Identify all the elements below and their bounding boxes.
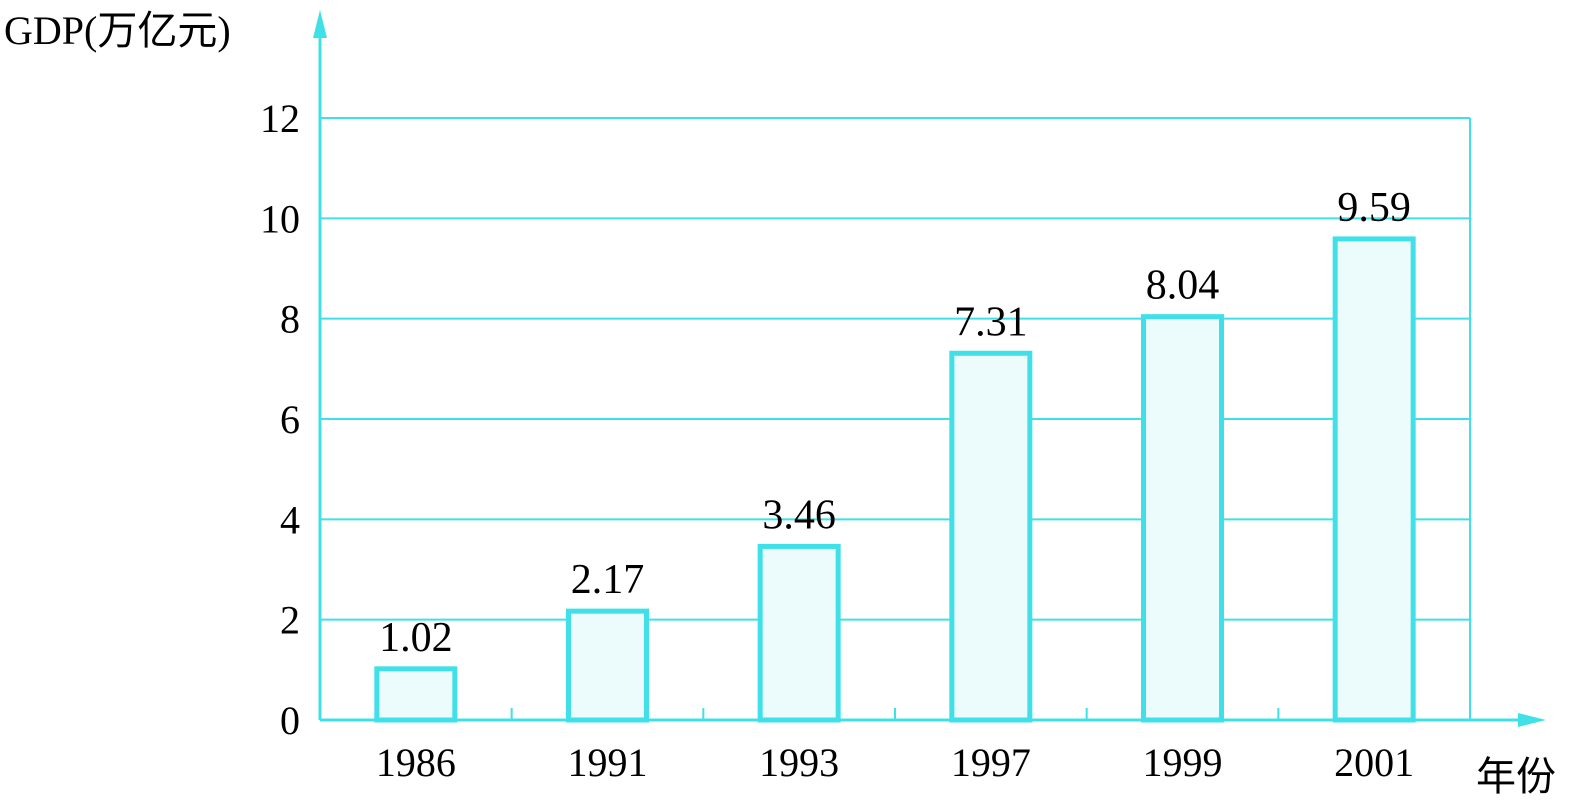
bar-1986 — [374, 666, 458, 723]
x-tick-label-1997: 1997 — [951, 740, 1031, 785]
x-tick-label-2001: 2001 — [1334, 740, 1414, 785]
y-axis-arrow — [313, 10, 327, 38]
bar-1991 — [566, 608, 649, 723]
data-label-1997: 7.31 — [954, 299, 1028, 345]
x-tick-label-1986: 1986 — [376, 740, 456, 785]
x-tick-label-1991: 1991 — [568, 740, 648, 785]
bars — [374, 236, 1416, 723]
y-tick-label: 6 — [280, 397, 300, 442]
y-tick-label: 10 — [260, 196, 300, 241]
y-tick-label: 2 — [280, 598, 300, 643]
axes — [313, 10, 1546, 727]
data-label-1993: 3.46 — [762, 492, 836, 538]
y-tick-label: 8 — [280, 297, 300, 342]
grid-lines — [320, 117, 1471, 720]
x-axis-arrow — [1518, 713, 1546, 727]
y-tick-label: 12 — [260, 96, 300, 141]
y-tick-label: 0 — [280, 698, 300, 743]
data-label-1986: 1.02 — [379, 615, 453, 661]
x-axis-title: 年份 — [1476, 754, 1556, 799]
bar-1999 — [1141, 314, 1224, 723]
x-tick-label-1999: 1999 — [1143, 740, 1223, 785]
data-label-1991: 2.17 — [571, 557, 645, 603]
bar-1993 — [757, 543, 841, 723]
x-tick-label-1993: 1993 — [759, 740, 839, 785]
labels: 0 2 4 6 8 10 12 1.02 1986 2.17 1991 3.46 1993 7.31 199… — [260, 96, 1414, 785]
y-tick-label: 4 — [280, 497, 300, 542]
data-label-2001: 9.59 — [1337, 185, 1411, 231]
bar-1997 — [949, 350, 1033, 723]
y-axis-title: GDP(万亿元) — [4, 8, 231, 53]
data-label-1999: 8.04 — [1146, 263, 1220, 309]
bar-2001 — [1332, 236, 1416, 723]
